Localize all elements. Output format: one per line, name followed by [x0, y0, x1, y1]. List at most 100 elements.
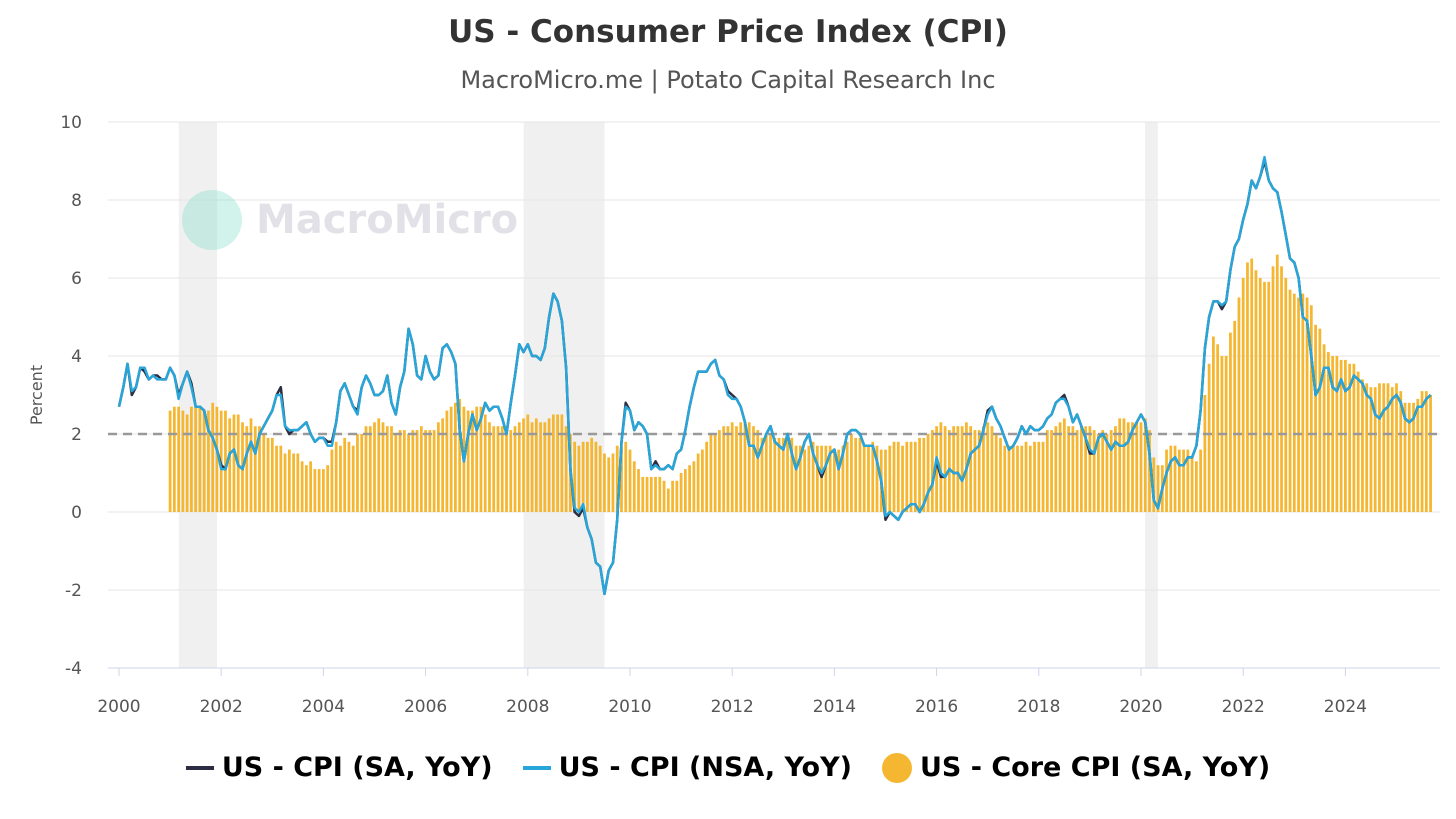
core-cpi-bar: [424, 430, 427, 512]
core-cpi-bar: [1071, 426, 1075, 512]
core-cpi-bar: [1429, 395, 1432, 512]
core-cpi-bar: [1250, 258, 1254, 512]
core-cpi-bar: [1318, 328, 1322, 512]
x-tick-label: 2006: [404, 697, 447, 717]
core-cpi-bar: [884, 449, 887, 512]
core-cpi-bar: [543, 422, 547, 512]
core-cpi-bar: [803, 449, 806, 512]
recession-band: [1145, 122, 1158, 668]
core-cpi-bar: [564, 426, 568, 512]
core-cpi-bar: [1075, 430, 1079, 512]
core-cpi-bar: [1365, 383, 1369, 512]
core-cpi-bar: [1305, 297, 1309, 512]
core-cpi-bar: [1186, 449, 1190, 512]
core-cpi-bar: [232, 414, 236, 512]
core-cpi-bar: [330, 449, 334, 512]
core-cpi-bar: [539, 422, 542, 512]
core-cpi-bar: [1062, 418, 1066, 512]
core-cpi-bar: [628, 449, 632, 512]
core-cpi-bar: [334, 441, 338, 512]
core-cpi-bar: [901, 445, 904, 512]
core-cpi-bar: [581, 441, 585, 512]
core-cpi-bar: [1344, 359, 1347, 512]
core-cpi-bar: [258, 426, 261, 512]
core-cpi-bar: [956, 426, 960, 512]
core-cpi-bar: [764, 434, 768, 512]
core-cpi-bar: [168, 410, 172, 512]
core-cpi-bar: [1284, 278, 1288, 512]
core-cpi-bar: [1322, 344, 1326, 512]
core-cpi-bar: [505, 430, 508, 512]
legend-label: US - CPI (SA, YoY): [221, 752, 493, 783]
core-cpi-bar: [905, 441, 909, 512]
core-cpi-bar: [743, 422, 747, 512]
core-cpi-bar: [935, 426, 938, 512]
core-cpi-bar: [896, 441, 900, 512]
y-tick-label: 4: [71, 347, 82, 367]
core-cpi-bar: [534, 418, 538, 512]
core-cpi-bar: [701, 449, 704, 512]
core-cpi-bar: [1118, 418, 1122, 512]
legend-item-cpi-nsa[interactable]: US - CPI (NSA, YoY): [522, 752, 852, 783]
core-cpi-bar: [875, 445, 879, 512]
core-cpi-bar: [781, 437, 785, 512]
core-cpi-bar: [1041, 441, 1045, 512]
core-cpi-bar: [1007, 445, 1011, 512]
core-cpi-bar: [705, 441, 709, 512]
core-cpi-bar: [926, 434, 930, 512]
core-cpi-bar: [1135, 422, 1139, 512]
core-cpi-bar: [790, 437, 794, 512]
core-cpi-bar: [671, 480, 674, 512]
core-cpi-bar: [577, 445, 581, 512]
core-cpi-bar: [798, 445, 802, 512]
core-cpi-bar: [675, 480, 679, 512]
core-cpi-bar: [407, 434, 410, 512]
core-cpi-bar: [994, 434, 998, 512]
core-cpi-bar: [1373, 387, 1377, 512]
core-cpi-bar: [1152, 457, 1156, 512]
core-cpi-bar: [1194, 461, 1198, 512]
core-cpi-bar: [202, 410, 206, 512]
core-cpi-bar: [645, 476, 649, 512]
core-cpi-bar: [483, 414, 487, 512]
core-cpi-bar: [373, 422, 376, 512]
core-cpi-bar: [270, 437, 274, 512]
core-cpi-bar: [1331, 356, 1335, 512]
core-cpi-bar: [1109, 430, 1113, 512]
core-cpi-bar: [1416, 398, 1420, 512]
core-cpi-bar: [1309, 305, 1313, 512]
core-cpi-bar: [811, 441, 815, 512]
core-cpi-bar: [573, 441, 577, 512]
legend-item-cpi-sa[interactable]: US - CPI (SA, YoY): [185, 752, 493, 783]
x-tick-label: 2000: [97, 697, 140, 717]
core-cpi-bar: [449, 406, 453, 512]
core-cpi-bar: [556, 414, 559, 512]
core-cpi-bar: [1395, 383, 1398, 512]
legend-item-core-cpi-sa[interactable]: US - Core CPI (SA, YoY): [881, 752, 1270, 783]
core-cpi-bar: [739, 422, 743, 512]
core-cpi-bar: [1424, 391, 1428, 512]
core-cpi-bar: [1335, 356, 1339, 512]
core-cpi-bar: [722, 426, 726, 512]
core-cpi-bar: [360, 434, 364, 512]
core-cpi-bar: [262, 434, 266, 512]
core-cpi-bar: [1143, 418, 1147, 512]
core-cpi-bar: [207, 410, 210, 512]
core-cpi-bar: [824, 445, 828, 512]
core-cpi-bar: [777, 437, 781, 512]
core-cpi-bar: [1212, 336, 1215, 512]
core-cpi-bar: [172, 406, 176, 512]
core-cpi-bar: [1314, 324, 1317, 512]
core-cpi-bar: [1382, 383, 1386, 512]
core-cpi-bar: [194, 406, 198, 512]
x-tick-label: 2002: [200, 697, 243, 717]
y-axis-label: Percent: [27, 365, 46, 425]
core-cpi-bar: [275, 445, 278, 512]
core-cpi-bar: [326, 465, 330, 512]
core-cpi-bar: [304, 465, 308, 512]
core-cpi-bar: [1207, 363, 1211, 512]
core-cpi-bar: [1258, 278, 1262, 512]
core-cpi-bar: [249, 418, 253, 512]
core-cpi-bar: [1403, 402, 1407, 512]
core-cpi-bar: [973, 430, 977, 512]
